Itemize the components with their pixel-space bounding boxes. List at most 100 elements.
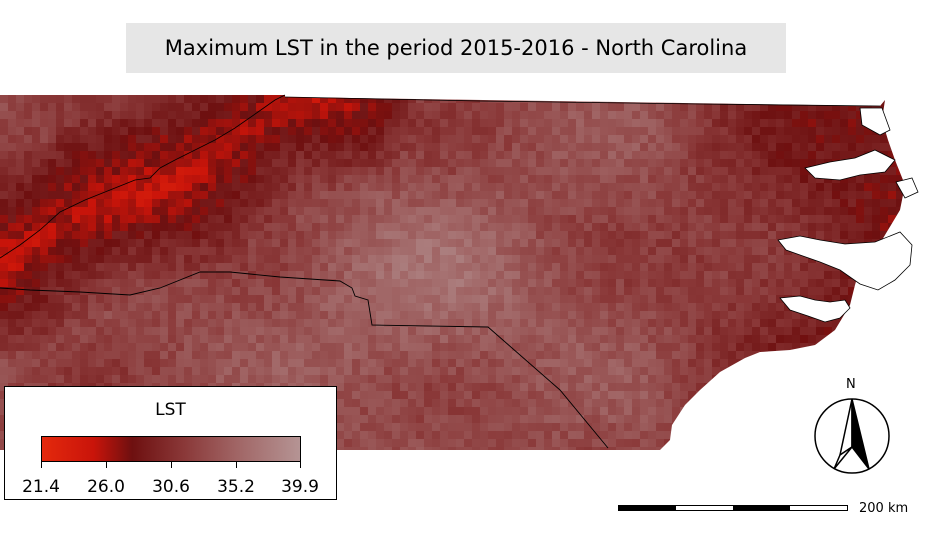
raster-cell [440,311,448,319]
raster-cell [616,175,624,183]
raster-cell [680,343,688,351]
raster-cell [824,271,832,279]
raster-cell [824,223,832,231]
raster-cell [120,111,128,119]
raster-cell [536,223,544,231]
raster-cell [432,311,440,319]
raster-cell [808,103,816,111]
raster-cell [776,423,784,431]
raster-cell [224,343,232,351]
raster-cell [824,279,832,287]
raster-cell [592,119,600,127]
raster-cell [640,415,648,423]
raster-cell [576,279,584,287]
raster-cell [848,367,856,375]
raster-cell [712,191,720,199]
raster-cell [536,359,544,367]
raster-cell [256,119,264,127]
raster-cell [824,111,832,119]
raster-cell [696,255,704,263]
raster-cell [712,343,720,351]
raster-cell [432,135,440,143]
raster-cell [648,143,656,151]
raster-cell [176,239,184,247]
raster-cell [688,399,696,407]
raster-cell [24,127,32,135]
raster-cell [168,311,176,319]
raster-cell [752,359,760,367]
raster-cell [152,191,160,199]
raster-cell [88,135,96,143]
raster-cell [576,271,584,279]
raster-cell [496,367,504,375]
raster-cell [520,351,528,359]
raster-cell [40,327,48,335]
raster-cell [104,287,112,295]
raster-cell [728,287,736,295]
raster-cell [696,95,704,103]
raster-cell [288,239,296,247]
raster-cell [272,191,280,199]
raster-cell [856,119,864,127]
raster-cell [304,239,312,247]
raster-cell [440,439,448,447]
raster-cell [472,295,480,303]
raster-cell [792,135,800,143]
raster-cell [40,295,48,303]
raster-cell [792,199,800,207]
raster-cell [720,367,728,375]
raster-cell [464,151,472,159]
raster-cell [208,119,216,127]
raster-cell [32,143,40,151]
raster-cell [640,383,648,391]
raster-cell [200,119,208,127]
raster-cell [192,239,200,247]
raster-cell [688,111,696,119]
raster-cell [640,399,648,407]
raster-cell [600,95,608,103]
raster-cell [408,151,416,159]
raster-cell [640,103,648,111]
raster-cell [608,167,616,175]
raster-cell [8,303,16,311]
raster-cell [104,95,112,103]
raster-cell [616,199,624,207]
raster-cell [792,407,800,415]
raster-cell [336,383,344,391]
raster-cell [584,279,592,287]
raster-cell [552,207,560,215]
raster-cell [800,375,808,383]
raster-cell [224,119,232,127]
raster-cell [552,423,560,431]
raster-cell [624,303,632,311]
raster-cell [72,279,80,287]
raster-cell [472,391,480,399]
raster-cell [224,191,232,199]
raster-cell [848,351,856,359]
raster-cell [344,367,352,375]
raster-cell [680,175,688,183]
raster-cell [488,127,496,135]
raster-cell [904,335,905,343]
raster-cell [544,175,552,183]
raster-cell [712,295,720,303]
raster-cell [800,271,808,279]
raster-cell [104,231,112,239]
raster-cell [432,431,440,439]
raster-cell [656,255,664,263]
raster-cell [160,239,168,247]
raster-cell [352,335,360,343]
raster-cell [248,167,256,175]
raster-cell [568,103,576,111]
raster-cell [680,295,688,303]
raster-cell [488,199,496,207]
raster-cell [248,135,256,143]
raster-cell [456,399,464,407]
raster-cell [552,391,560,399]
raster-cell [80,119,88,127]
raster-cell [544,311,552,319]
raster-cell [792,375,800,383]
raster-cell [248,255,256,263]
raster-cell [328,95,336,103]
raster-cell [592,199,600,207]
